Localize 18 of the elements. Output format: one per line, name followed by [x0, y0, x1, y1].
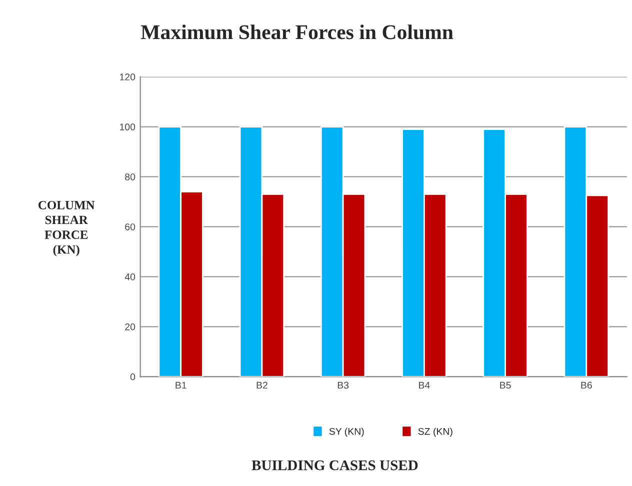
y-axis-title: COLUMN SHEAR FORCE (KN)	[38, 200, 95, 256]
legend-label: SY (KN)	[329, 428, 364, 437]
x-tick-label: B4	[419, 382, 430, 389]
x-tick-label: B6	[581, 382, 592, 389]
x-tick-label: B2	[256, 382, 268, 389]
x-axis-title: BUILDING CASES USED	[252, 460, 418, 470]
y-tick-label: 20	[125, 323, 136, 330]
y-tick-label: 120	[120, 74, 136, 80]
y-tick-label: 100	[120, 124, 136, 130]
legend-label: SZ (KN)	[418, 428, 452, 437]
y-tick-label: 40	[124, 273, 136, 280]
y-tick-label: 80	[125, 173, 136, 180]
chart-title: Maximum Shear Forces in Column	[140, 24, 454, 40]
y-tick-label: 60	[125, 223, 136, 230]
x-tick-label: B5	[500, 382, 511, 389]
y-tick-label: 0	[130, 373, 136, 380]
x-tick-label: B1	[176, 382, 186, 389]
x-tick-label: B3	[338, 382, 349, 389]
